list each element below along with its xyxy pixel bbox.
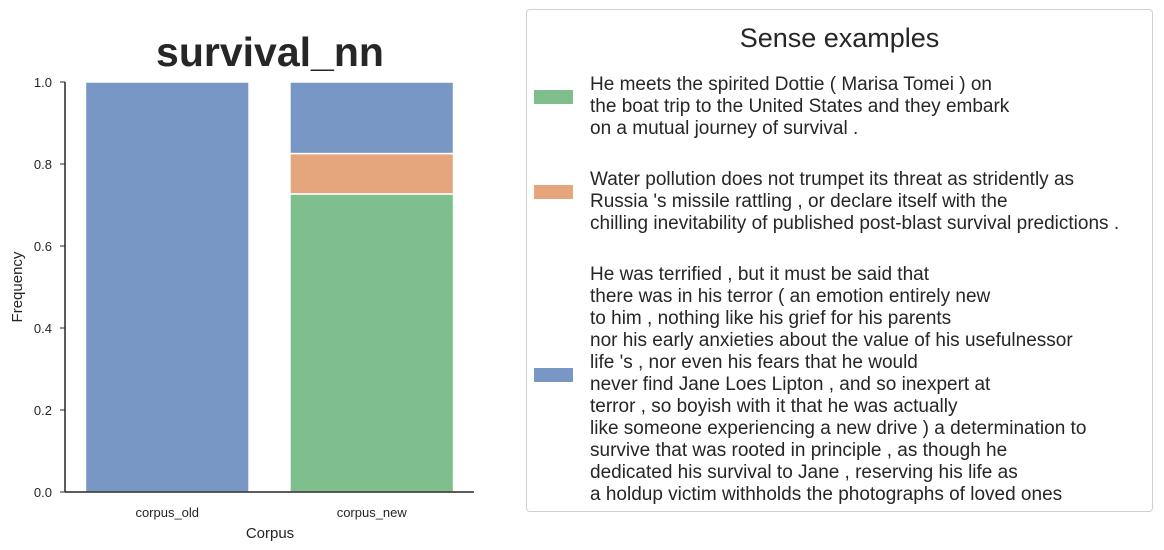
x-tick-label: corpus_old bbox=[135, 505, 199, 520]
legend: Sense examples He meets the spirited Dot… bbox=[526, 9, 1153, 512]
x-ticks-group: corpus_old corpus_new bbox=[135, 505, 407, 520]
bar-chart: survival_nn 0.0 0.2 0.4 0.6 0.8 1.0 corpus_ol… bbox=[9, 29, 474, 542]
legend-swatch bbox=[534, 90, 573, 104]
legend-swatch bbox=[534, 185, 573, 199]
y-tick-label: 0.0 bbox=[34, 485, 52, 500]
x-tick-label: corpus_new bbox=[337, 505, 408, 520]
legend-entry-text: Water pollution does not trumpet its thr… bbox=[590, 169, 1120, 234]
y-axis-label: Frequency bbox=[9, 251, 26, 322]
x-axis-label: Corpus bbox=[246, 525, 294, 542]
bar-segment bbox=[289, 152, 455, 195]
legend-title: Sense examples bbox=[739, 23, 940, 53]
bar-segment bbox=[84, 81, 250, 493]
y-tick-label: 0.8 bbox=[34, 157, 52, 172]
legend-swatch bbox=[534, 368, 573, 382]
bars-group bbox=[84, 81, 455, 493]
y-tick-label: 0.6 bbox=[34, 239, 52, 254]
legend-entry-text: He was terrified , but it must be said t… bbox=[590, 264, 1087, 505]
y-ticks-group: 0.0 0.2 0.4 0.6 0.8 1.0 bbox=[34, 75, 65, 500]
y-tick-label: 0.4 bbox=[34, 321, 52, 336]
y-tick-label: 0.2 bbox=[34, 403, 52, 418]
bar-segment bbox=[289, 81, 455, 155]
legend-entry-text: He meets the spirited Dottie ( Marisa To… bbox=[590, 74, 1010, 139]
y-tick-label: 1.0 bbox=[34, 75, 52, 90]
chart-title: survival_nn bbox=[156, 29, 384, 75]
bar-segment bbox=[289, 193, 455, 493]
